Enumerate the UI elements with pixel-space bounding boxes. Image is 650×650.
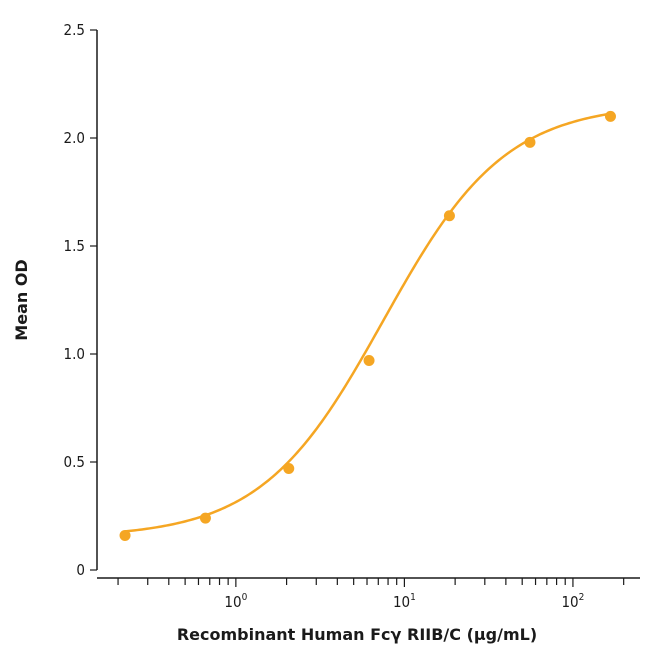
data-point bbox=[363, 354, 375, 366]
data-point bbox=[604, 110, 616, 122]
x-axis: 100 101 102 bbox=[97, 577, 640, 611]
y-axis: 0 0.5 1.0 1.5 2.0 2.5 bbox=[64, 21, 98, 579]
x-tick-label: 101 bbox=[393, 592, 416, 611]
data-point bbox=[524, 136, 536, 148]
x-tick-label: 102 bbox=[561, 592, 584, 611]
data-point bbox=[283, 462, 295, 474]
y-tick-label: 0 bbox=[76, 561, 85, 579]
y-tick-label: 1.5 bbox=[64, 237, 85, 255]
x-tick-label: 100 bbox=[224, 592, 247, 611]
x-axis-title: Recombinant Human Fcγ RIIB/C (µg/mL) bbox=[177, 625, 537, 644]
y-tick-label: 2.5 bbox=[64, 21, 85, 39]
y-tick-label: 0.5 bbox=[64, 453, 85, 471]
data-point bbox=[199, 512, 211, 524]
data-point bbox=[443, 210, 455, 222]
y-axis-title: Mean OD bbox=[12, 259, 31, 340]
fit-curve bbox=[124, 112, 611, 533]
y-tick-label: 2.0 bbox=[64, 129, 85, 147]
data-points bbox=[119, 110, 616, 541]
y-tick-label: 1.0 bbox=[64, 345, 85, 363]
data-point bbox=[119, 529, 131, 541]
